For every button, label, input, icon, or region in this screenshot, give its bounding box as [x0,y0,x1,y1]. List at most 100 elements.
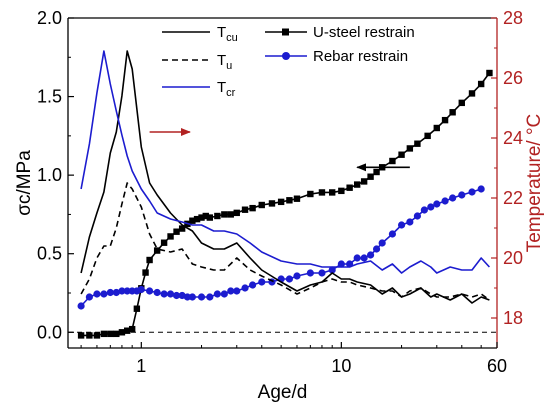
series-point-u-steel-restrain-0 [198,214,205,221]
series-point-u-steel-restrain-0 [367,173,374,180]
series-point-rebar-restrain-1 [213,290,221,298]
series-point-u-steel-restrain-0 [77,332,85,339]
legend-label-1: Tu [217,52,232,72]
series-point-rebar-restrain-1 [77,302,85,310]
series-point-rebar-restrain-1 [85,293,93,301]
series-point-rebar-restrain-1 [285,275,294,283]
legend-label-subscript: cu [226,32,238,44]
series-point-u-steel-restrain-0 [477,80,485,88]
left-y-axis-title: σc/MPa [14,150,35,216]
series-point-u-steel-restrain-0 [414,140,421,147]
legend-right-label-0: U-steel restrain [313,24,415,41]
x-axis-title: Age/d [258,382,308,403]
left-y-tick-label: 0.5 [37,244,62,264]
series-point-u-steel-restrain-0 [221,211,228,218]
right-y-tick-label: 22 [503,188,523,208]
series-point-rebar-restrain-1 [441,197,449,205]
series-point-rebar-restrain-1 [293,272,301,280]
series-point-rebar-restrain-1 [197,293,206,301]
series-point-rebar-restrain-1 [318,269,326,277]
series-point-u-steel-restrain-0 [241,206,249,213]
series-point-rebar-restrain-1 [137,285,145,294]
series-point-rebar-restrain-1 [397,221,406,229]
series-point-u-steel-restrain-0 [458,99,465,107]
series-point-u-steel-restrain-0 [258,201,265,209]
series-point-u-steel-restrain-0 [293,195,301,202]
series-point-rebar-restrain-1 [233,287,241,295]
series-point-u-steel-restrain-0 [113,330,120,338]
series-point-u-steel-restrain-0 [249,204,256,212]
left-y-tick-label: 0.0 [37,322,62,342]
series-point-rebar-restrain-1 [372,245,381,253]
series-point-u-steel-restrain-0 [360,178,368,185]
series-point-rebar-restrain-1 [183,293,192,301]
series-point-u-steel-restrain-0 [268,200,276,207]
series-point-u-steel-restrain-0 [233,209,240,217]
series-point-rebar-restrain-1 [112,288,120,297]
series-point-rebar-restrain-1 [100,290,108,298]
series-point-rebar-restrain-1 [172,291,181,300]
series-point-u-steel-restrain-0 [189,217,196,224]
series-line-t-4 [80,50,490,274]
series-point-u-steel-restrain-0 [100,330,108,338]
series-point-rebar-restrain-1 [306,269,314,277]
series-point-u-steel-restrain-0 [449,109,456,116]
series-point-rebar-restrain-1 [166,290,175,298]
series-point-u-steel-restrain-0 [373,168,380,176]
series-point-u-steel-restrain-0 [214,212,221,220]
legend-label-main: T [217,24,226,41]
series-point-rebar-restrain-1 [328,266,336,274]
x-tick-label: 1 [136,356,146,376]
series-point-rebar-restrain-1 [106,288,114,297]
series-point-u-steel-restrain-0 [424,132,431,140]
series-point-u-steel-restrain-0 [406,145,414,152]
series-point-u-steel-restrain-0 [328,189,336,196]
series-point-rebar-restrain-1 [227,287,235,295]
series-point-rebar-restrain-1 [160,290,168,298]
series-point-u-steel-restrain-0 [202,212,209,220]
series-point-u-steel-restrain-0 [128,325,136,333]
legend-right-marker-1 [282,52,290,60]
series-point-u-steel-restrain-0 [123,327,131,334]
series-point-rebar-restrain-1 [360,254,368,262]
series-point-u-steel-restrain-0 [167,233,174,240]
x-tick-label: 60 [487,356,507,376]
series-layer [77,50,493,339]
series-point-u-steel-restrain-0 [153,247,161,254]
series-point-u-steel-restrain-0 [353,181,361,188]
series-point-u-steel-restrain-0 [389,157,396,165]
legend-right-label-1: Rebar restrain [313,48,408,65]
series-point-u-steel-restrain-0 [160,239,168,246]
series-point-u-steel-restrain-0 [468,90,476,97]
series-line-t-3 [80,182,490,301]
series-point-u-steel-restrain-0 [307,190,314,198]
series-point-rebar-restrain-1 [188,293,196,301]
series-point-u-steel-restrain-0 [441,116,449,124]
series-point-rebar-restrain-1 [220,290,228,298]
series-point-u-steel-restrain-0 [142,269,149,276]
legend-label-main: T [217,79,226,96]
x-tick-label: 10 [331,356,351,376]
right-y-axis-title: Temperature/ °C [524,114,545,253]
series-point-u-steel-restrain-0 [133,305,141,312]
series-point-rebar-restrain-1 [153,288,161,297]
series-point-u-steel-restrain-0 [206,214,214,221]
series-point-rebar-restrain-1 [241,284,249,292]
legend-label-main: T [217,52,226,69]
series-point-rebar-restrain-1 [123,287,131,295]
series-point-rebar-restrain-1 [145,287,154,295]
series-point-rebar-restrain-1 [258,278,266,286]
series-point-u-steel-restrain-0 [338,187,345,195]
series-point-u-steel-restrain-0 [173,228,180,235]
series-point-rebar-restrain-1 [388,230,397,238]
left-y-tick-label: 1.5 [37,87,62,107]
series-line-u-steel-restrain-0 [81,72,491,337]
series-point-rebar-restrain-1 [118,287,126,295]
legend-label-2: Tcr [217,79,236,99]
series-point-u-steel-restrain-0 [93,332,101,339]
series-point-u-steel-restrain-0 [318,189,326,196]
legend-label-subscript: u [226,60,232,72]
series-point-rebar-restrain-1 [248,281,257,289]
series-point-u-steel-restrain-0 [118,329,126,336]
